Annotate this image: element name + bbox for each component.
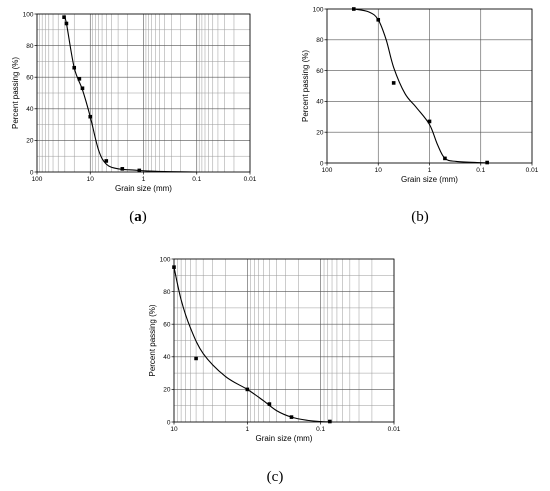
data-points-a	[62, 15, 142, 173]
data-point	[172, 265, 176, 269]
data-point	[80, 86, 85, 91]
data-point	[62, 15, 66, 19]
y-tick-label: 60	[163, 322, 171, 329]
panel-letter-a: a	[134, 209, 142, 225]
y-tick-label: 60	[316, 68, 324, 75]
data-point	[351, 7, 356, 11]
x-ticks-b: 100 10 1 0.1 0.01	[322, 163, 539, 174]
data-point	[376, 17, 381, 22]
data-points-c	[172, 265, 332, 424]
y-tick-label: 20	[163, 387, 171, 394]
y-tick-label: 0	[30, 169, 34, 176]
x-ticks-c: 10 1 0.1 0.01	[170, 422, 401, 433]
y-tick-label: 20	[26, 138, 34, 145]
data-points-b	[351, 7, 489, 165]
data-point	[245, 387, 250, 392]
data-point	[194, 356, 198, 361]
data-point	[427, 119, 432, 124]
y-tick-label: 100	[313, 6, 324, 13]
x-ticks-a: 100 10 1 0.1 0.01	[32, 172, 257, 183]
x-tick-label: 0.1	[316, 426, 325, 433]
panel-letter-c: c	[272, 469, 279, 485]
x-tick-label: 0.01	[526, 167, 539, 174]
data-point	[104, 159, 109, 163]
data-point	[391, 81, 396, 85]
x-axis-label-b: Grain size (mm)	[401, 175, 458, 184]
y-tick-label: 0	[167, 419, 171, 426]
x-tick-label: 0.1	[476, 167, 485, 174]
fitted-curve-a	[63, 16, 197, 173]
y-tick-label: 20	[316, 130, 324, 137]
x-axis-label-c: Grain size (mm)	[256, 434, 313, 443]
y-tick-label: 80	[316, 37, 324, 44]
y-tick-label: 100	[160, 256, 171, 263]
data-point	[77, 76, 82, 81]
y-tick-label: 40	[163, 354, 171, 361]
y-ticks-b: 0 20 40 60 80 100	[313, 6, 327, 167]
y-axis-label-c: Percent passing (%)	[148, 304, 157, 376]
data-point	[64, 21, 69, 26]
data-point	[485, 160, 489, 165]
x-tick-label: 100	[322, 167, 333, 174]
data-point	[120, 167, 125, 171]
panel-label-a: (a)	[129, 209, 147, 225]
y-ticks-c: 0 20 40 60 80 100	[160, 256, 174, 426]
grid-c	[173, 258, 395, 423]
y-tick-label: 80	[163, 289, 171, 296]
plot-frame-c	[173, 258, 395, 423]
x-tick-label: 0.01	[244, 176, 257, 183]
chart-panel-a: 100 10 1 0.1 0.01 0 20 40 60 80 100 Grain size (m…	[11, 11, 257, 225]
y-tick-label: 80	[26, 43, 34, 50]
y-tick-label: 0	[320, 160, 324, 167]
y-axis-label-a: Percent passing (%)	[11, 57, 20, 129]
x-tick-label: 10	[375, 167, 383, 174]
x-tick-label: 100	[32, 176, 43, 183]
chart-panel-b: 100 10 1 0.1 0.01 0 20 40 60 80 100 Grain size (m…	[301, 6, 539, 225]
panel-letter-b: b	[416, 209, 424, 225]
x-tick-label: 0.01	[388, 426, 401, 433]
x-tick-label: 10	[87, 176, 95, 183]
x-axis-label-a: Grain size (mm)	[115, 184, 172, 193]
fitted-curve-b	[353, 8, 489, 164]
fitted-curve-c	[173, 267, 333, 423]
y-tick-label: 40	[316, 99, 324, 106]
y-ticks-a: 0 20 40 60 80 100	[23, 11, 37, 176]
panel-label-c: (c)	[267, 469, 284, 485]
data-point	[137, 168, 142, 173]
x-tick-label: 1	[142, 176, 146, 183]
panel-label-b: (b)	[411, 209, 429, 225]
grid-b	[326, 8, 533, 164]
y-tick-label: 60	[26, 75, 34, 82]
data-point	[443, 156, 447, 161]
data-point	[88, 114, 93, 119]
x-tick-label: 1	[246, 426, 250, 433]
x-tick-label: 10	[170, 426, 178, 433]
data-point	[267, 402, 272, 406]
x-tick-label: 1	[428, 167, 432, 174]
y-tick-label: 40	[26, 106, 34, 113]
data-point	[289, 415, 294, 419]
y-tick-label: 100	[23, 11, 34, 18]
data-point	[72, 65, 77, 70]
y-axis-label-b: Percent passing (%)	[301, 50, 310, 122]
x-tick-label: 0.1	[192, 176, 201, 183]
data-point	[328, 419, 332, 424]
